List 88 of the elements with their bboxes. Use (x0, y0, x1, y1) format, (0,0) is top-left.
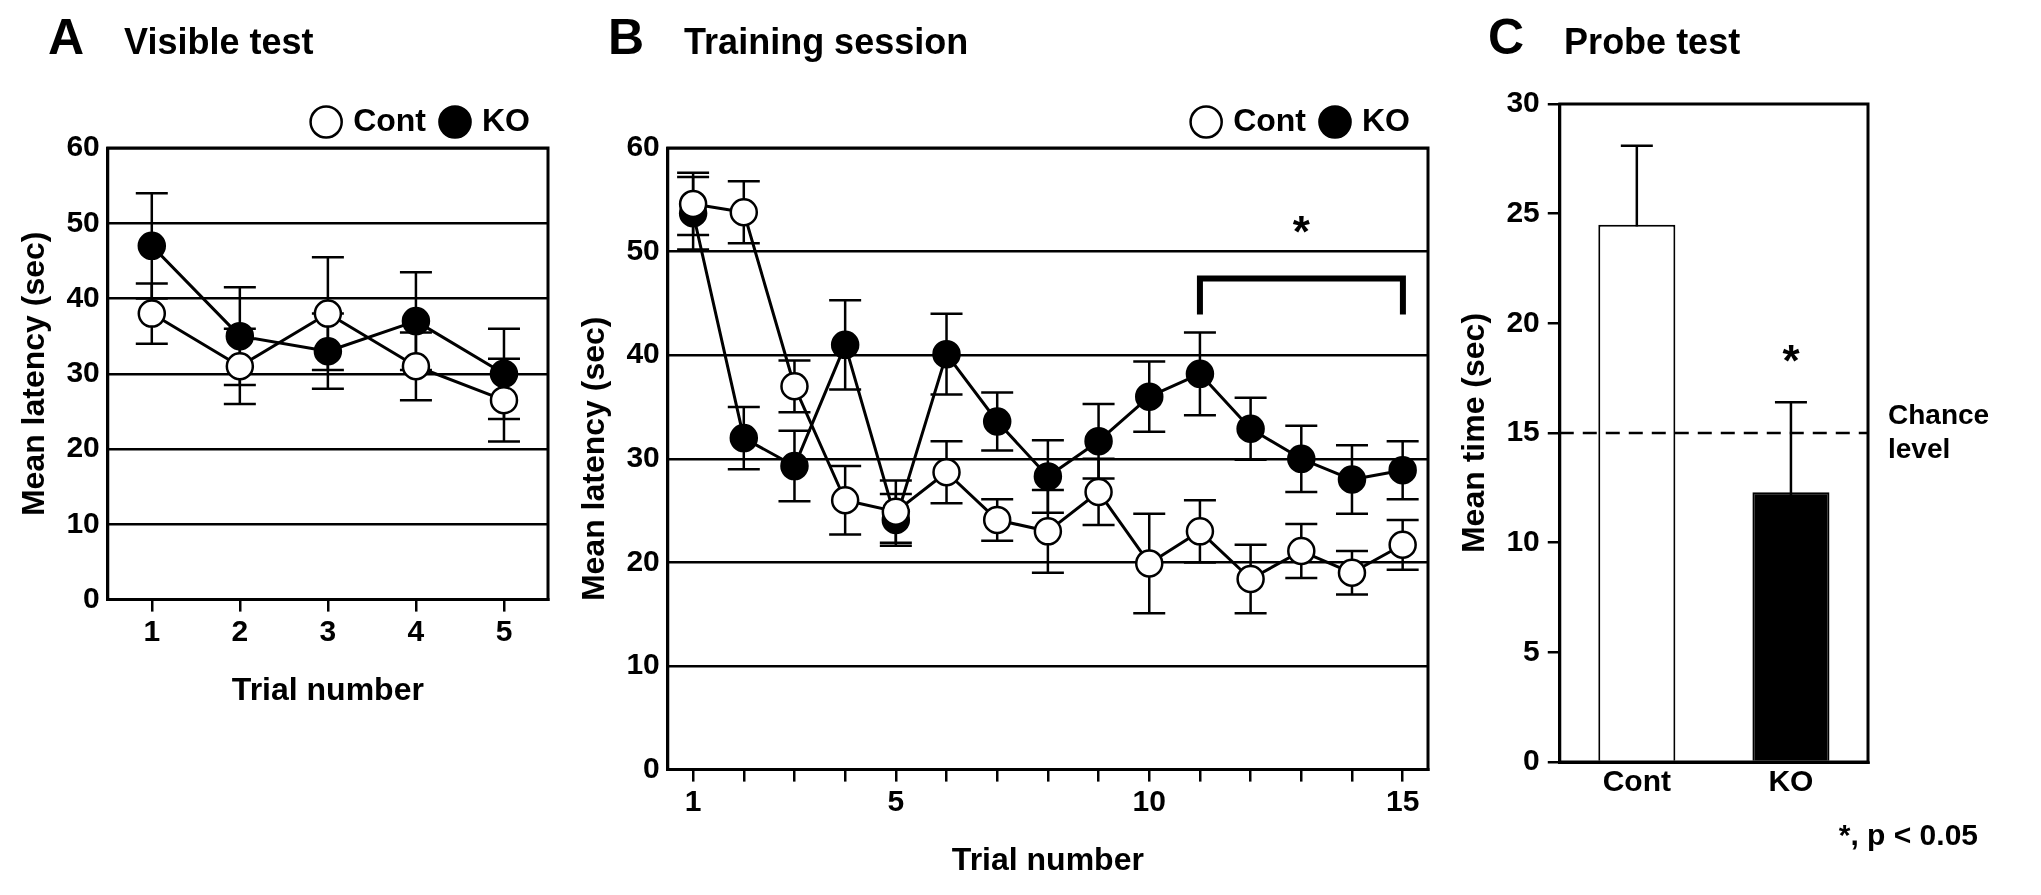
point (489, 385, 519, 415)
point (932, 339, 961, 369)
point (1337, 465, 1367, 494)
point (1033, 462, 1063, 491)
point (313, 299, 343, 328)
y-tick-label: 30 (626, 440, 660, 474)
x-tick-label: 4 (407, 613, 425, 647)
x-tick-label: Cont (1602, 764, 1671, 798)
point (1135, 549, 1164, 578)
point (1287, 536, 1316, 566)
x-tick-label: KO (1768, 764, 1814, 798)
y-tick-label: 15 (1506, 414, 1540, 448)
chart-title: C (1488, 8, 1525, 66)
point (729, 197, 759, 227)
y-tick-label: 20 (626, 543, 660, 577)
point (225, 321, 255, 351)
point (881, 497, 911, 526)
y-tick-label: 20 (66, 430, 100, 464)
y-tick-label: 30 (1506, 85, 1540, 119)
point (678, 189, 708, 219)
point (313, 336, 343, 366)
y-tick-label: 10 (626, 647, 660, 681)
y-tick-label: 40 (66, 279, 100, 313)
y-tick-label: 50 (66, 204, 100, 238)
y-tick-label: 0 (83, 580, 100, 614)
point (729, 423, 759, 453)
x-tick-label: 1 (684, 783, 702, 817)
point (830, 330, 860, 360)
point (1084, 426, 1113, 456)
x-axis-title: Trial number (951, 840, 1144, 877)
y-tick-label: 40 (626, 336, 660, 370)
legend-label: KO (1362, 101, 1410, 138)
y-axis-title: Mean latency (sec) (575, 316, 612, 602)
point (830, 485, 860, 515)
point (780, 372, 809, 401)
y-axis-title: Mean time (sec) (1455, 312, 1492, 554)
x-tick-label: 15 (1385, 783, 1420, 817)
y-tick-label: 20 (1506, 304, 1540, 338)
point (932, 458, 961, 487)
point (780, 451, 809, 481)
point (1033, 517, 1063, 546)
point (1388, 455, 1417, 485)
ref-line-label: Chance level (1888, 398, 1990, 464)
x-tick-label: 2 (231, 613, 249, 647)
legend-label: Cont (353, 101, 427, 138)
point (1236, 414, 1265, 444)
point (982, 505, 1012, 535)
chart-title: B (608, 8, 645, 66)
x-tick-label: 1 (143, 613, 161, 647)
x-tick-label: 3 (319, 613, 337, 647)
point (225, 352, 255, 381)
point (982, 407, 1012, 436)
text: *, p < 0.05 (1837, 818, 1979, 852)
y-tick-label: 50 (626, 232, 660, 266)
chart-subtitle: Probe test (1564, 21, 1741, 63)
point (1287, 444, 1316, 474)
y-tick-label: 0 (643, 750, 660, 784)
point (1236, 564, 1265, 594)
point (1135, 382, 1164, 411)
x-tick-label: 10 (1132, 783, 1166, 817)
y-tick-label: 25 (1506, 194, 1540, 228)
chart-subtitle: Training session (684, 21, 969, 63)
x-tick-label: 5 (887, 783, 905, 817)
y-tick-label: 30 (66, 355, 100, 389)
point (1337, 558, 1367, 588)
annotation: * (1292, 207, 1311, 257)
point (1185, 359, 1215, 389)
chart-title: A (48, 8, 85, 66)
legend-label: Cont (1233, 101, 1307, 138)
data-label: * (1782, 336, 1801, 386)
point (137, 231, 167, 261)
legend-label: KO (482, 101, 530, 138)
x-tick-label: 5 (495, 613, 513, 647)
y-tick-label: 10 (66, 505, 100, 539)
y-tick-label: 60 (626, 129, 660, 163)
y-axis-title: Mean latency (sec) (15, 231, 52, 517)
point (1084, 477, 1113, 507)
point (401, 306, 431, 336)
x-axis-title: Trial number (231, 670, 424, 707)
chart-subtitle: Visible test (124, 21, 314, 63)
y-tick-label: 0 (1523, 743, 1540, 777)
point (1388, 530, 1417, 560)
y-tick-label: 10 (1506, 523, 1540, 557)
point (1185, 517, 1215, 546)
point (401, 352, 431, 381)
point (137, 299, 167, 328)
point (489, 359, 519, 389)
y-tick-label: 60 (66, 129, 100, 163)
